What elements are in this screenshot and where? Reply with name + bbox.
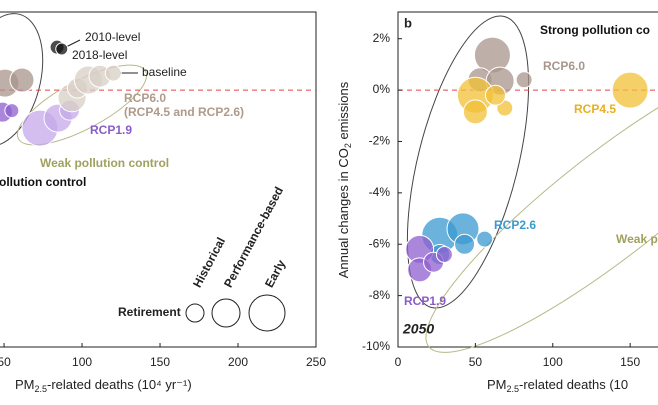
x-tick-label: 50 (0, 355, 11, 369)
x-tick-label: 100 (72, 355, 92, 369)
x-label-part: -related deaths (10⁴ yr⁻¹) (47, 377, 192, 392)
annotation: (RCP4.5 and RCP2.6) (124, 105, 244, 119)
panel-label: b (404, 15, 412, 30)
annotation: baseline (142, 65, 187, 79)
y-tick-label: -4% (369, 185, 391, 199)
annotation: 2010-level (85, 30, 140, 44)
x-axis-label: PM2.5-related deaths (10⁴ yr⁻¹) (15, 377, 192, 394)
annotation: RCP6.0 (124, 91, 166, 105)
bubble (462, 99, 488, 125)
y-label-sub: 2 (343, 143, 353, 148)
size-legend-title: Retirement (118, 305, 181, 319)
x-tick-label: 0 (395, 355, 402, 369)
y-tick-label: -8% (369, 288, 391, 302)
annotation: RCP1.9 (404, 294, 446, 308)
x-tick-label: 50 (469, 355, 483, 369)
x-tick-label: 150 (620, 355, 640, 369)
level-pointer (65, 39, 81, 48)
year-label: 2050 (402, 321, 434, 337)
annotation: RCP4.5 (574, 102, 616, 116)
x-label-sub: 2.5 (507, 384, 520, 394)
bubble (611, 71, 649, 109)
size-legend-circle (211, 298, 241, 328)
weak-control-ellipse (425, 57, 658, 353)
bubble (435, 246, 453, 264)
x-tick-label: 200 (228, 355, 248, 369)
annotation: RCP2.6 (494, 218, 536, 232)
strong-control-ellipse (406, 15, 530, 309)
y-tick-label: -10% (362, 339, 390, 353)
bubble (454, 233, 476, 255)
x-label-part: -related deaths (10 (519, 377, 628, 392)
y-tick-label: 0% (373, 82, 391, 96)
size-legend-circle (185, 303, 205, 323)
y-axis-label: Annual changes in CO2 emissions (336, 81, 353, 278)
x-label-part: PM (15, 377, 35, 392)
annotation: 2018-level (72, 48, 127, 62)
annotation: Strong pollution co (540, 23, 650, 37)
bubble (4, 103, 20, 119)
bubble (55, 42, 69, 56)
x-label-sub: 2.5 (35, 384, 48, 394)
annotation: RCP1.9 (90, 123, 132, 137)
y-tick-label: 2% (373, 31, 391, 45)
annotation: ollution control (0, 175, 86, 189)
y-label-part: emissions (336, 81, 351, 143)
y-tick-label: -2% (369, 134, 391, 148)
size-legend-circle (248, 294, 286, 332)
bubble (515, 71, 533, 89)
x-tick-label: 250 (306, 355, 326, 369)
x-tick-label: 100 (543, 355, 563, 369)
bubble (485, 84, 506, 106)
bubble (9, 67, 35, 93)
x-axis-label: PM2.5-related deaths (10 (487, 377, 628, 394)
right-panel-frame (397, 11, 658, 348)
bubble (476, 230, 494, 248)
y-tick-label: -6% (369, 236, 391, 250)
annotation: Weak p (616, 232, 658, 246)
y-label-part: Annual changes in CO (336, 148, 351, 278)
annotation: Weak pollution control (40, 156, 169, 170)
x-label-part: PM (487, 377, 507, 392)
bubble (104, 64, 122, 82)
left-panel-frame (0, 11, 317, 348)
x-tick-label: 150 (150, 355, 170, 369)
annotation: RCP6.0 (543, 59, 585, 73)
size-legend-label: Early (262, 257, 288, 290)
